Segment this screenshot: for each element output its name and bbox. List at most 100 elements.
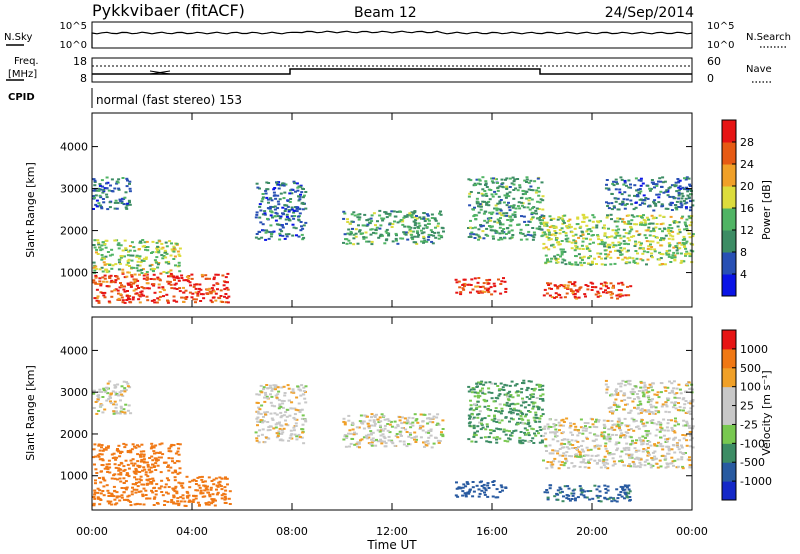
data-cell: [158, 291, 162, 293]
data-cell: [374, 232, 378, 235]
data-cell: [573, 428, 577, 431]
data-cell: [622, 228, 626, 231]
data-cell: [603, 232, 607, 235]
data-cell: [602, 437, 606, 440]
data-cell: [130, 266, 134, 269]
data-cell: [545, 259, 549, 262]
colorbar-swatch: [722, 443, 736, 463]
data-cell: [367, 240, 371, 243]
data-cell: [644, 236, 648, 239]
data-cell: [427, 431, 431, 434]
data-cell: [223, 501, 227, 504]
data-cell: [675, 387, 679, 390]
data-cell: [527, 380, 531, 383]
data-cell: [658, 177, 662, 180]
data-cell: [638, 188, 642, 190]
data-cell: [667, 237, 671, 240]
data-cell: [585, 237, 588, 240]
data-cell: [582, 494, 586, 497]
data-cell: [635, 230, 639, 233]
data-cell: [560, 253, 564, 256]
data-cell: [667, 253, 671, 256]
data-cell: [262, 388, 266, 391]
data-cell: [667, 419, 670, 421]
data-cell: [659, 423, 663, 426]
data-cell: [125, 185, 129, 188]
data-cell: [580, 448, 584, 451]
data-cell: [576, 496, 580, 499]
noise-search-label: N.Search: [746, 32, 791, 43]
data-cell: [424, 440, 428, 443]
data-cell: [106, 392, 110, 395]
data-cell: [198, 476, 202, 479]
data-cell: [172, 495, 176, 498]
data-cell: [104, 246, 108, 249]
data-cell: [554, 424, 558, 427]
data-cell: [672, 380, 676, 383]
data-cell: [564, 232, 568, 234]
data-cell: [370, 444, 374, 447]
data-cell: [680, 243, 684, 246]
data-cell: [97, 444, 101, 447]
data-cell: [105, 187, 109, 190]
data-cell: [633, 184, 637, 187]
data-cell: [665, 462, 669, 465]
data-cell: [531, 396, 535, 398]
data-cell: [540, 214, 544, 217]
data-cell: [624, 485, 628, 488]
data-cell: [476, 430, 479, 433]
data-cell: [476, 394, 480, 397]
data-cell: [592, 216, 596, 219]
data-cell: [524, 190, 528, 193]
data-cell: [564, 454, 568, 457]
data-cell: [590, 454, 594, 457]
data-cell: [100, 444, 104, 447]
data-cell: [155, 241, 159, 244]
data-cell: [558, 429, 561, 432]
data-cell: [140, 259, 144, 262]
data-cell: [459, 487, 463, 490]
data-cell: [597, 447, 601, 450]
data-cell: [153, 291, 157, 294]
data-cell: [300, 436, 304, 439]
data-cell: [367, 426, 371, 429]
data-cell: [525, 238, 529, 241]
data-cell: [498, 221, 502, 224]
data-cell: [681, 467, 685, 470]
data-cell: [159, 272, 163, 275]
data-cell: [160, 254, 164, 257]
data-cell: [563, 259, 567, 262]
data-cell: [492, 282, 496, 285]
data-cell: [487, 291, 491, 294]
data-cell: [631, 442, 635, 445]
data-cell: [345, 437, 349, 439]
data-cell: [500, 238, 504, 241]
data-cell: [643, 384, 647, 387]
data-cell: [264, 231, 268, 234]
data-cell: [122, 498, 126, 501]
data-cell: [113, 473, 117, 476]
data-cell: [665, 445, 669, 448]
data-cell: [385, 238, 389, 241]
data-cell: [673, 424, 677, 427]
data-cell: [131, 296, 135, 299]
data-cell: [549, 233, 553, 236]
data-cell: [158, 443, 162, 446]
data-cell: [685, 227, 689, 230]
data-cell: [579, 487, 583, 490]
data-cell: [570, 462, 574, 465]
data-cell: [648, 234, 652, 237]
data-cell: [297, 185, 301, 188]
data-cell: [589, 281, 593, 284]
data-cell: [643, 219, 647, 222]
data-cell: [586, 288, 590, 291]
data-cell: [496, 186, 500, 189]
data-cell: [539, 216, 543, 218]
data-cell: [675, 249, 679, 252]
data-cell: [257, 412, 261, 415]
data-cell: [108, 254, 112, 257]
data-cell: [266, 230, 270, 233]
data-cell: [624, 242, 628, 245]
data-cell: [102, 190, 106, 193]
data-cell: [109, 400, 112, 403]
